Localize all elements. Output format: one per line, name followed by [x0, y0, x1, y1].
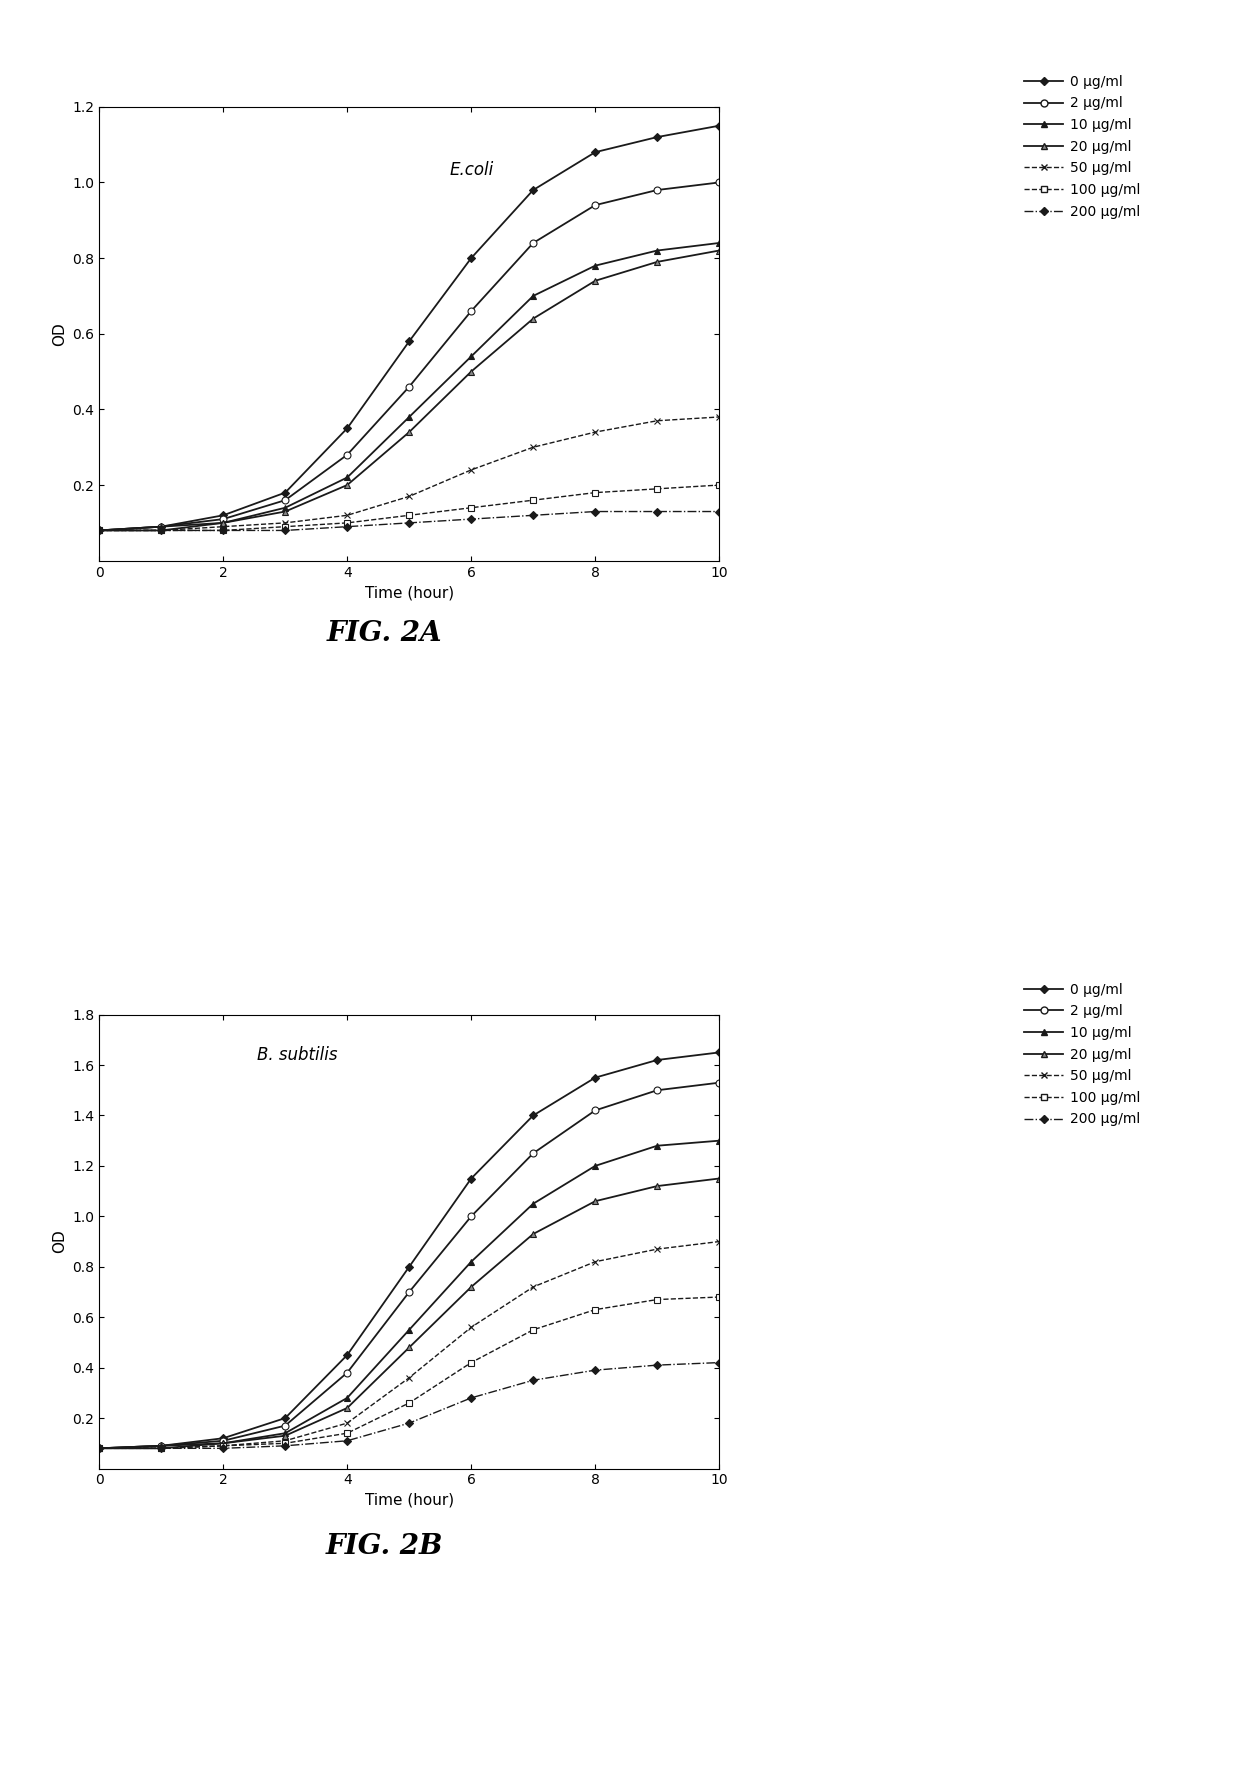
Legend: 0 μg/ml, 2 μg/ml, 10 μg/ml, 20 μg/ml, 50 μg/ml, 100 μg/ml, 200 μg/ml: 0 μg/ml, 2 μg/ml, 10 μg/ml, 20 μg/ml, 50… — [1019, 977, 1146, 1132]
Text: FIG. 2B: FIG. 2B — [326, 1533, 443, 1559]
X-axis label: Time (hour): Time (hour) — [365, 1493, 454, 1508]
Text: B. subtilis: B. subtilis — [258, 1047, 337, 1064]
Y-axis label: OD: OD — [52, 1230, 67, 1253]
Text: E.coli: E.coli — [449, 160, 494, 178]
X-axis label: Time (hour): Time (hour) — [365, 586, 454, 600]
Y-axis label: OD: OD — [52, 322, 67, 345]
Legend: 0 μg/ml, 2 μg/ml, 10 μg/ml, 20 μg/ml, 50 μg/ml, 100 μg/ml, 200 μg/ml: 0 μg/ml, 2 μg/ml, 10 μg/ml, 20 μg/ml, 50… — [1019, 69, 1146, 224]
Text: FIG. 2A: FIG. 2A — [326, 619, 443, 646]
